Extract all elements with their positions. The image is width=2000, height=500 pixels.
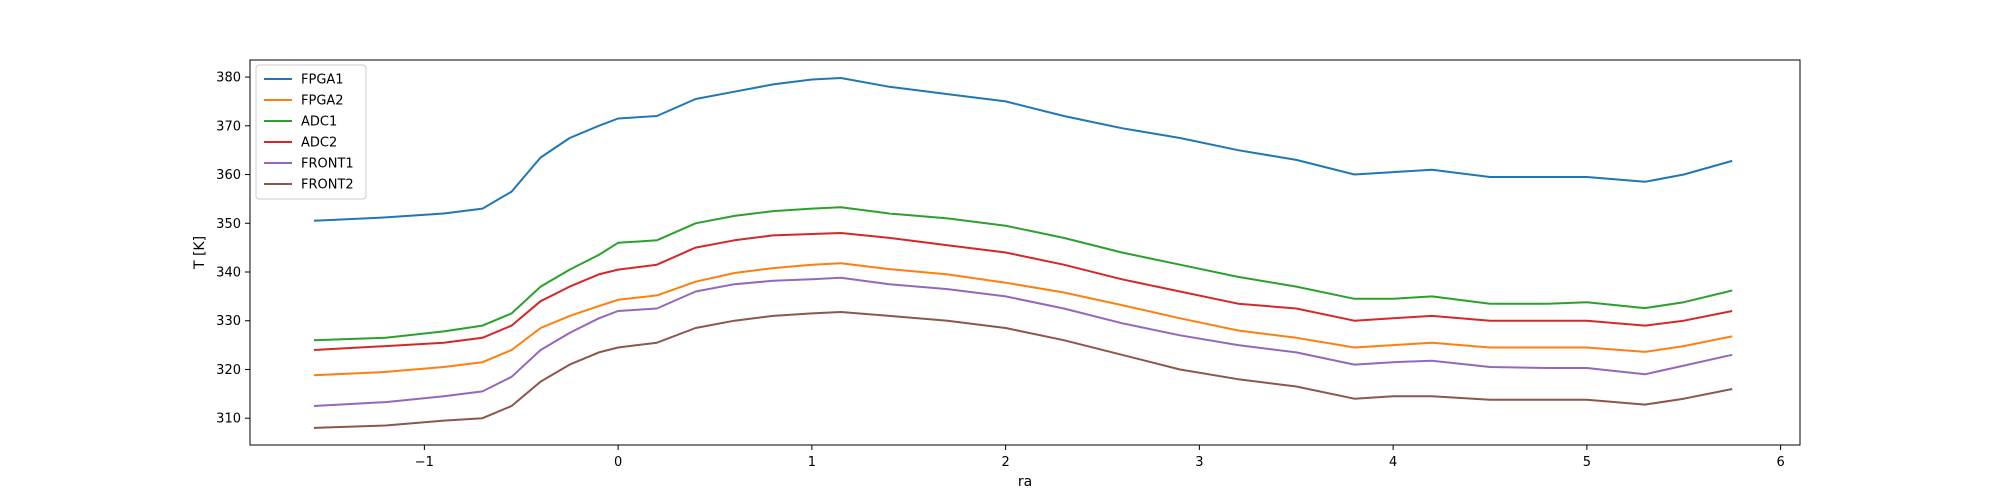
- x-tick-label: 4: [1389, 455, 1397, 470]
- x-axis-label: ra: [1018, 474, 1032, 490]
- legend-label-adc1: ADC1: [301, 115, 337, 130]
- y-tick-label: 320: [216, 363, 241, 378]
- legend-label-front2: FRONT2: [301, 178, 354, 193]
- legend-label-fpga1: FPGA1: [301, 73, 344, 88]
- y-tick-label: 350: [216, 217, 241, 232]
- x-tick-label: 3: [1195, 455, 1203, 470]
- legend-label-fpga2: FPGA2: [301, 94, 344, 109]
- y-tick-label: 360: [216, 168, 241, 183]
- x-tick-label: 6: [1776, 455, 1784, 470]
- x-tick-label: 0: [614, 455, 622, 470]
- y-tick-label: 340: [216, 265, 241, 280]
- x-tick-label: 2: [1001, 455, 1009, 470]
- legend-box: [255, 64, 367, 200]
- series-line-adc2: [313, 232, 1733, 351]
- y-tick-label: 310: [216, 412, 241, 427]
- x-tick-label: −1: [415, 455, 434, 470]
- axes: −1 0 1 2 3 4 5 6 310 320 330 340 350 360 370 380: [216, 59, 1801, 470]
- plot-area: [313, 77, 1733, 429]
- x-tick-label: 1: [808, 455, 816, 470]
- legend-label-front1: FRONT1: [301, 157, 354, 172]
- series-line-adc1: [313, 206, 1733, 342]
- series-line-front1: [313, 276, 1733, 407]
- axes-frame: [249, 59, 1801, 446]
- y-tick-label: 380: [216, 71, 241, 86]
- y-axis-label: T [K]: [192, 236, 208, 270]
- series-line-fpga2: [313, 262, 1733, 377]
- x-tick-label: 5: [1583, 455, 1591, 470]
- y-tick-label: 370: [216, 119, 241, 134]
- legend-label-adc2: ADC2: [301, 136, 337, 151]
- y-tick-label: 330: [216, 314, 241, 329]
- legend: FPGA1 FPGA2 ADC1 ADC2 FRONT1 FRONT2: [255, 64, 367, 200]
- series-line-front2: [313, 311, 1733, 429]
- series-line-fpga1: [313, 77, 1733, 222]
